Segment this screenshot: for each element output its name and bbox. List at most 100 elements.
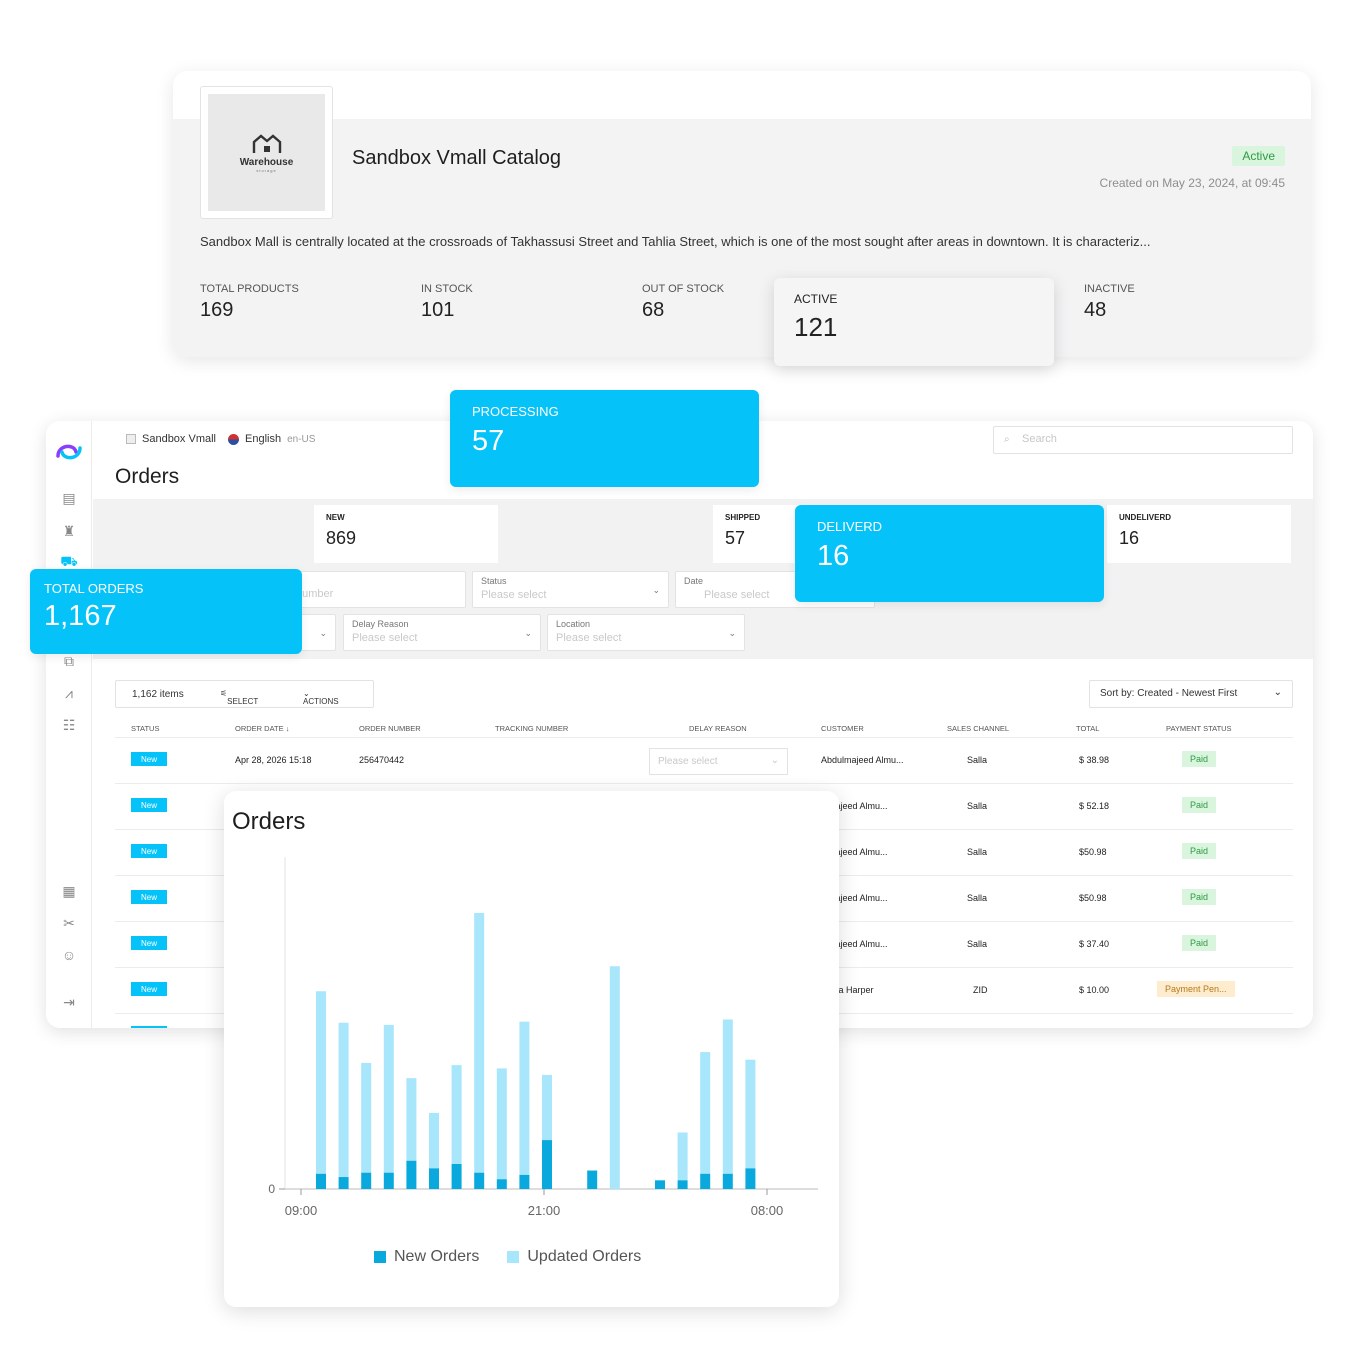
- bar-new-orders: [677, 1180, 688, 1189]
- payment-badge: Payment Pen...: [1157, 981, 1235, 997]
- store-icon: [126, 434, 136, 444]
- processing-card: PROCESSING 57: [450, 390, 759, 487]
- total: $ 37.40: [1079, 939, 1110, 949]
- bar-new-orders: [655, 1180, 665, 1189]
- us-flag-icon: [228, 433, 239, 445]
- total-orders-value: 1,167: [44, 600, 117, 632]
- bar-new-orders: [542, 1140, 552, 1189]
- actions-button[interactable]: ACTIONS ⌄: [303, 689, 339, 706]
- bar-updated-orders: [316, 991, 326, 1174]
- bar-updated-orders: [383, 1024, 394, 1173]
- chevron-down-icon: ⌄: [524, 628, 532, 638]
- store-name: Sandbox Vmall: [142, 433, 216, 445]
- analytics-icon[interactable]: ⩘: [65, 684, 73, 701]
- stat-in-stock: IN STOCK 101: [421, 283, 473, 321]
- total-orders-label: TOTAL ORDERS: [44, 581, 144, 596]
- col-order-number[interactable]: ORDER NUMBER: [359, 724, 421, 733]
- tools-icon[interactable]: ✂: [63, 914, 75, 931]
- search-icon: ⌕: [1004, 434, 1010, 445]
- delay-reason-select[interactable]: Please select ⌄: [649, 748, 788, 775]
- sort-select[interactable]: Sort by: Created - Newest First ⌄: [1089, 680, 1293, 708]
- bar-updated-orders: [519, 1021, 530, 1175]
- warehouse-nav-icon[interactable]: ▦: [62, 882, 76, 899]
- sales-channel: Salla: [967, 939, 988, 949]
- chevron-down-icon: ⌄: [1273, 687, 1282, 698]
- sales-channel: ZID: [973, 985, 988, 995]
- user-icon[interactable]: ☺: [61, 947, 77, 963]
- bar-new-orders: [496, 1179, 507, 1189]
- bar-updated-orders: [722, 1019, 733, 1174]
- inventory-icon[interactable]: ⧉: [64, 652, 74, 669]
- total: $50.98: [1079, 847, 1107, 857]
- sidebar: ▤ ♜ ⛟ ⧉ ⩘ ☷ ▦ ✂ ☺ ⇥: [46, 421, 92, 1028]
- status-filter[interactable]: Status Please select ⌄: [472, 571, 669, 608]
- legend-new-orders[interactable]: New Orders: [374, 1248, 479, 1266]
- settings-sliders-icon[interactable]: ☷: [62, 716, 76, 733]
- bar-new-orders: [587, 1170, 598, 1189]
- catalog-description: Sandbox Mall is centrally located at the…: [200, 234, 1151, 249]
- table-row[interactable]: [115, 1014, 1293, 1028]
- created-date: Created on May 23, 2024, at 09:45: [1099, 176, 1285, 190]
- chart-legend: New Orders Updated Orders: [374, 1248, 641, 1266]
- legend-updated-orders[interactable]: Updated Orders: [507, 1248, 641, 1266]
- legend-label: Updated Orders: [527, 1248, 642, 1265]
- table-row[interactable]: New Apr 28, 2026 15:18 256470442 Please …: [115, 738, 1293, 784]
- store-switcher[interactable]: Sandbox Vmall English en-US: [126, 433, 315, 445]
- col-total[interactable]: TOTAL: [1076, 724, 1100, 733]
- status-badge: New: [131, 982, 167, 996]
- logout-icon[interactable]: ⇥: [63, 993, 75, 1010]
- page-title: Orders: [115, 465, 180, 488]
- stat-total-products: TOTAL PRODUCTS 169: [200, 283, 299, 321]
- stat-inactive: INACTIVE 48: [1084, 283, 1135, 321]
- select-button[interactable]: ⚟ SELECT: [220, 689, 259, 706]
- col-order-date[interactable]: ORDER DATE ↓: [235, 724, 290, 733]
- bar-updated-orders: [338, 1022, 349, 1178]
- logo-text: Warehouse: [239, 156, 294, 168]
- col-customer[interactable]: CUSTOMER: [821, 724, 864, 733]
- dashboard-icon[interactable]: ▤: [62, 489, 76, 506]
- chart-title: Orders: [232, 808, 306, 835]
- customer: Abdulmajeed Almu...: [821, 755, 904, 765]
- bar-updated-orders: [429, 1112, 439, 1169]
- stat-active-card: ACTIVE 121: [774, 278, 1054, 366]
- bar-updated-orders: [406, 1078, 417, 1161]
- x-tick-label: 09:00: [285, 1203, 318, 1218]
- list-toolbar: 1,162 items ⚟ SELECT ACTIONS ⌄: [115, 680, 374, 708]
- customer: ulmajeed Almu...: [821, 893, 888, 903]
- bar-new-orders: [338, 1177, 349, 1189]
- col-delay-reason[interactable]: DELAY REASON: [689, 724, 747, 733]
- products-icon[interactable]: ♜: [62, 522, 76, 539]
- search-input[interactable]: ⌕ Search: [993, 426, 1293, 454]
- col-tracking-number[interactable]: TRACKING NUMBER: [495, 724, 569, 733]
- locale-label: en-US: [287, 433, 316, 445]
- orders-bar-chart: 0 09:00 21:00 08:00: [268, 857, 818, 1218]
- location-filter[interactable]: Location Please select ⌄: [547, 614, 745, 651]
- col-payment-status[interactable]: PAYMENT STATUS: [1166, 724, 1232, 733]
- bar-updated-orders: [474, 913, 485, 1173]
- kpi-shipped: SHIPPED 57: [713, 505, 803, 563]
- bar-updated-orders: [677, 1132, 688, 1181]
- bar-new-orders: [383, 1172, 394, 1189]
- chevron-down-icon: ⌄: [319, 628, 327, 638]
- items-count: 1,162 items: [132, 689, 184, 700]
- app-logo-icon[interactable]: [54, 439, 84, 465]
- status-badge: New: [131, 936, 167, 950]
- col-status[interactable]: STATUS: [131, 724, 160, 733]
- x-tick-label: 21:00: [528, 1203, 561, 1218]
- legend-swatch-new: [374, 1251, 386, 1263]
- order-date: Apr 28, 2026 15:18: [235, 755, 312, 765]
- bar-new-orders: [361, 1172, 372, 1189]
- bar-new-orders: [700, 1173, 711, 1189]
- delay-reason-filter[interactable]: Delay Reason Please select ⌄: [343, 614, 541, 651]
- catalog-card: Warehouse storage Sandbox Vmall Catalog …: [173, 71, 1311, 357]
- tracking-number-filter[interactable]: g Number: [276, 571, 466, 608]
- bar-updated-orders: [542, 1074, 552, 1141]
- bar-new-orders: [745, 1168, 756, 1189]
- catalog-logo: Warehouse storage: [200, 86, 333, 219]
- sales-channel: Salla: [967, 801, 988, 811]
- orders-cart-icon[interactable]: ⛟: [60, 552, 78, 569]
- bar-updated-orders: [496, 1068, 507, 1180]
- customer: ulmajeed Almu...: [821, 801, 888, 811]
- order-number[interactable]: 256470442: [359, 755, 405, 765]
- col-sales-channel[interactable]: SALES CHANNEL: [947, 724, 1010, 733]
